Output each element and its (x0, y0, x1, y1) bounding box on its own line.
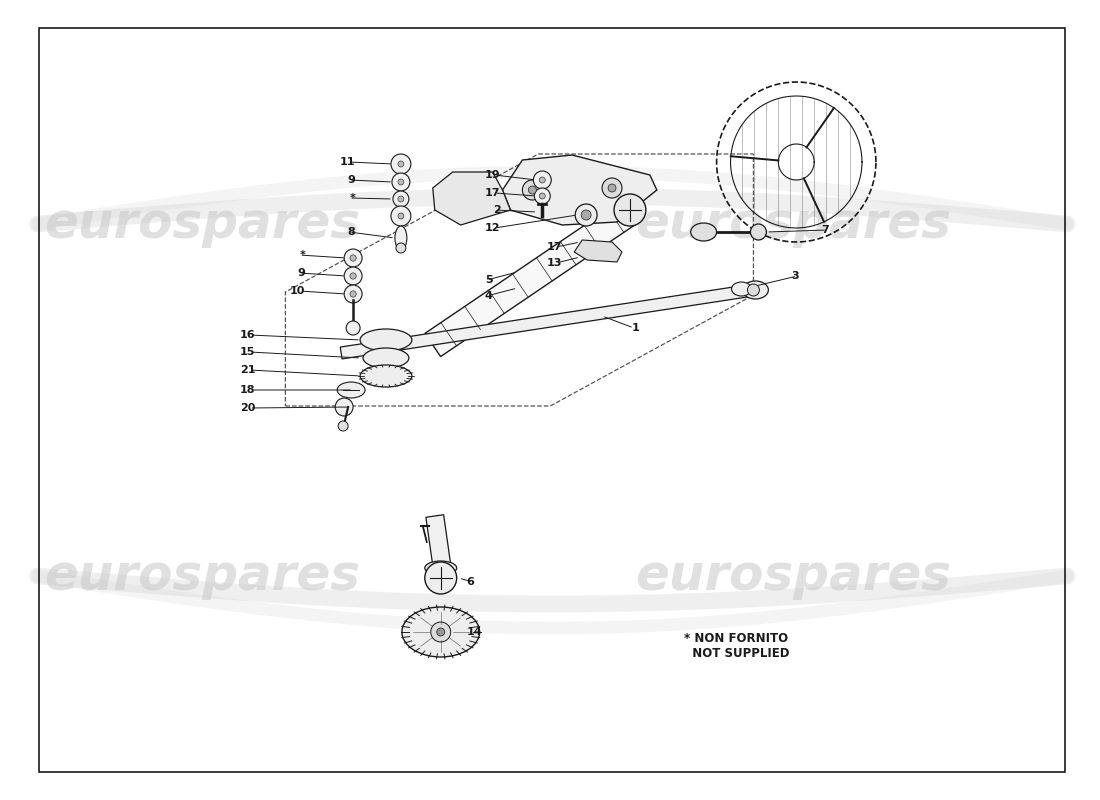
Circle shape (539, 193, 546, 199)
Text: 18: 18 (240, 385, 255, 395)
Ellipse shape (732, 282, 751, 296)
Text: 16: 16 (240, 330, 255, 340)
Circle shape (602, 178, 621, 198)
Polygon shape (340, 284, 755, 359)
Text: 19: 19 (485, 170, 501, 180)
Circle shape (528, 186, 537, 194)
Circle shape (393, 191, 409, 207)
Circle shape (539, 177, 546, 183)
Circle shape (344, 249, 362, 267)
Circle shape (750, 224, 767, 240)
Text: 9: 9 (297, 268, 306, 278)
Ellipse shape (338, 382, 365, 398)
Text: 15: 15 (240, 347, 255, 357)
Text: eurospares: eurospares (44, 200, 360, 248)
Circle shape (346, 321, 360, 335)
Text: 11: 11 (340, 157, 355, 167)
Circle shape (581, 210, 591, 220)
Circle shape (398, 196, 404, 202)
Circle shape (390, 154, 411, 174)
Circle shape (748, 284, 759, 296)
Circle shape (398, 161, 404, 167)
Polygon shape (425, 198, 640, 357)
Ellipse shape (360, 365, 411, 387)
Text: 21: 21 (240, 365, 255, 375)
Circle shape (396, 243, 406, 253)
Text: 6: 6 (466, 577, 474, 587)
Text: 12: 12 (485, 223, 501, 233)
Polygon shape (426, 514, 452, 574)
Text: *: * (349, 193, 355, 203)
Circle shape (535, 188, 550, 204)
Circle shape (398, 179, 404, 185)
Circle shape (614, 194, 646, 226)
Ellipse shape (395, 226, 407, 250)
Circle shape (425, 562, 456, 594)
Text: 2: 2 (493, 205, 500, 215)
Text: eurospares: eurospares (44, 552, 360, 600)
Text: 1: 1 (632, 323, 640, 333)
Circle shape (575, 204, 597, 226)
Text: 20: 20 (240, 403, 255, 413)
Circle shape (350, 255, 356, 261)
Circle shape (534, 171, 551, 189)
Ellipse shape (742, 281, 769, 299)
Circle shape (350, 291, 356, 297)
Text: 13: 13 (547, 258, 562, 268)
Ellipse shape (425, 561, 456, 575)
Circle shape (398, 213, 404, 219)
Ellipse shape (691, 223, 716, 241)
Circle shape (392, 173, 410, 191)
Ellipse shape (402, 607, 480, 657)
Circle shape (522, 180, 542, 200)
Circle shape (608, 184, 616, 192)
Circle shape (338, 421, 348, 431)
Text: *: * (299, 250, 306, 260)
Text: 4: 4 (485, 291, 493, 301)
Text: 10: 10 (290, 286, 306, 296)
Text: 17: 17 (547, 242, 562, 252)
Polygon shape (432, 172, 510, 225)
Polygon shape (574, 240, 622, 262)
Text: 7: 7 (822, 225, 829, 235)
Text: 8: 8 (348, 227, 355, 237)
Circle shape (344, 267, 362, 285)
Text: 9: 9 (348, 175, 355, 185)
Circle shape (431, 622, 451, 642)
Circle shape (350, 273, 356, 279)
Text: 17: 17 (485, 188, 501, 198)
Text: 14: 14 (466, 627, 482, 637)
Circle shape (390, 206, 411, 226)
Polygon shape (503, 155, 657, 225)
Text: eurospares: eurospares (636, 552, 952, 600)
Ellipse shape (363, 348, 409, 368)
Text: 5: 5 (485, 275, 493, 285)
Circle shape (437, 628, 444, 636)
Circle shape (336, 398, 353, 416)
Text: 3: 3 (791, 271, 799, 281)
Circle shape (344, 285, 362, 303)
Text: * NON FORNITO
  NOT SUPPLIED: * NON FORNITO NOT SUPPLIED (684, 632, 789, 660)
Text: eurospares: eurospares (636, 200, 952, 248)
Ellipse shape (360, 329, 411, 351)
